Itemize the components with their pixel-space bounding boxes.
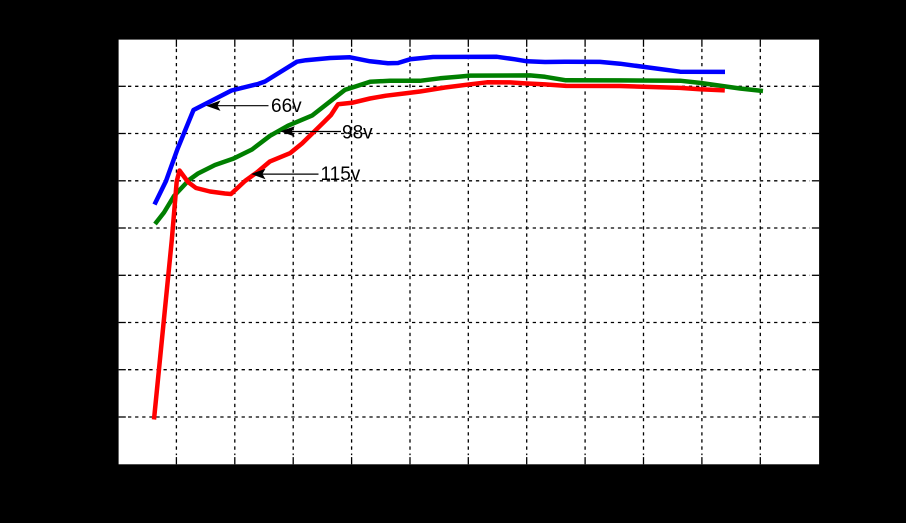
svg-text:115v: 115v xyxy=(321,164,361,185)
svg-text:66v: 66v xyxy=(271,96,302,117)
svg-text:98v: 98v xyxy=(342,123,373,144)
